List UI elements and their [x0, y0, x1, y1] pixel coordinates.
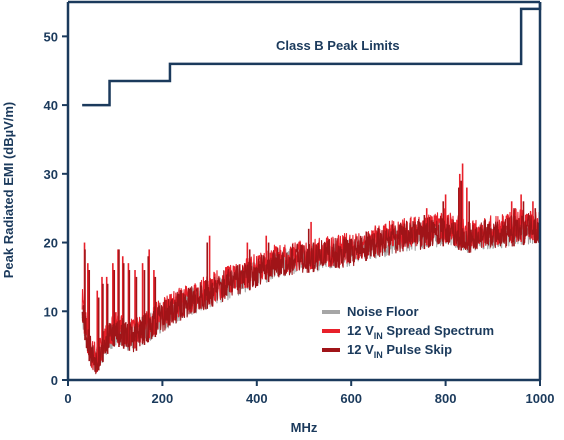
x-tick-label: 200	[152, 391, 174, 406]
legend-label-pulse_skip: 12 VIN Pulse Skip	[347, 342, 452, 360]
legend-label-spread_spectrum: 12 VIN Spread Spectrum	[347, 323, 494, 341]
legend-label-sub: IN	[374, 350, 383, 360]
legend-label-sub: IN	[374, 331, 383, 341]
y-tick-label: 30	[44, 167, 58, 182]
y-tick-label: 10	[44, 304, 58, 319]
legend-label-rest: Spread Spectrum	[383, 323, 494, 338]
legend-label-noise_floor: Noise Floor	[347, 304, 419, 319]
x-tick-label: 800	[435, 391, 457, 406]
y-ticks: 0 10 20 30 40 50	[44, 29, 68, 388]
x-tick-label: 400	[246, 391, 268, 406]
legend-label-main: 12 V	[347, 342, 374, 357]
class-b-limit-line	[82, 2, 542, 107]
x-tick-label: 600	[340, 391, 362, 406]
x-axis-title: MHz	[291, 420, 318, 435]
limit-line-group	[82, 2, 542, 107]
plot-series	[81, 163, 541, 375]
y-tick-label: 50	[44, 29, 58, 44]
series-trace-pulse_skip	[81, 213, 541, 375]
x-tick-label: 1000	[526, 391, 555, 406]
y-tick-label: 40	[44, 98, 58, 113]
legend-label-rest: Pulse Skip	[383, 342, 452, 357]
legend-label-main: 12 V	[347, 323, 374, 338]
legend-label-main: Noise Floor	[347, 304, 419, 319]
y-tick-label: 20	[44, 236, 58, 251]
x-ticks: 0 200 400 600 800 1000	[64, 380, 554, 406]
y-tick-label: 0	[51, 373, 58, 388]
limit-line-label: Class B Peak Limits	[276, 38, 400, 53]
y-axis-title: Peak Radiated EMI (dBµV/m)	[1, 102, 16, 279]
axes	[66, 0, 542, 382]
x-tick-label: 0	[64, 391, 71, 406]
